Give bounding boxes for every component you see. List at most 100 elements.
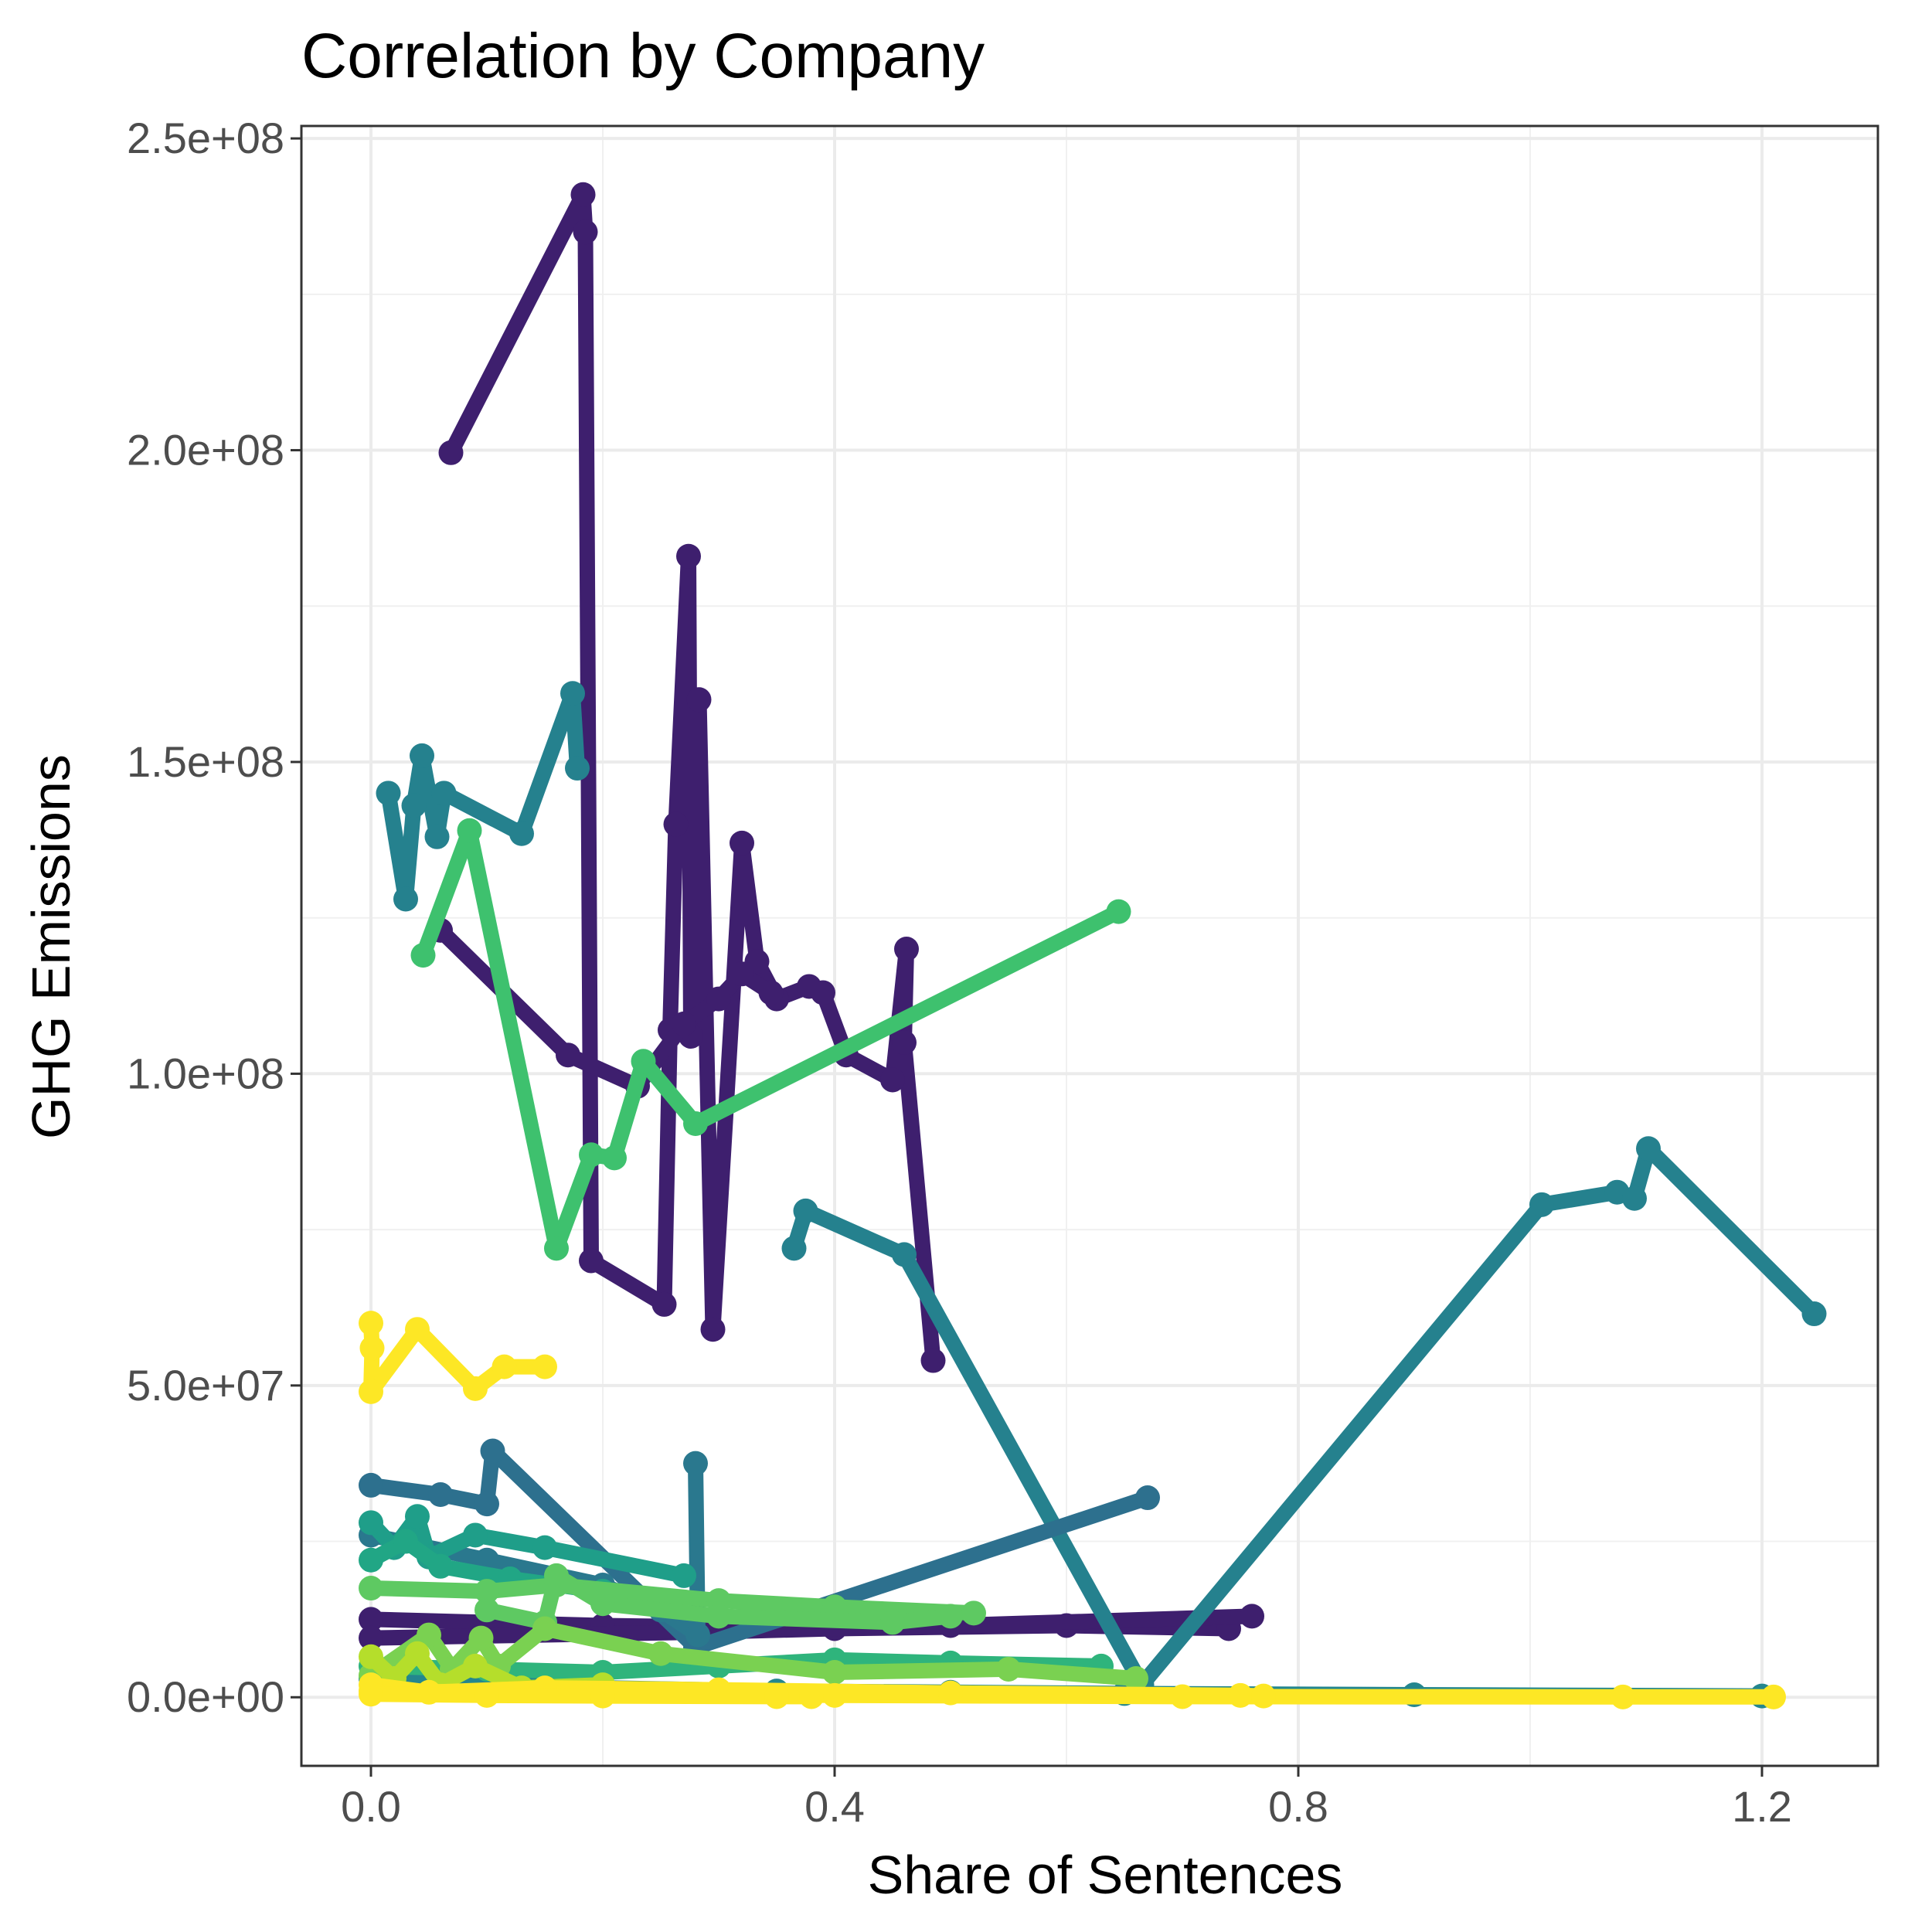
data-point	[730, 961, 754, 987]
data-point	[1240, 1604, 1264, 1629]
data-point	[1622, 1185, 1647, 1211]
data-point	[570, 182, 596, 207]
data-point	[892, 1030, 917, 1056]
series-line	[416, 822, 1122, 1257]
data-point	[880, 1067, 905, 1093]
data-point	[1251, 1683, 1276, 1709]
data-point	[1135, 1485, 1160, 1511]
series-line	[363, 1321, 545, 1400]
data-point	[781, 1236, 807, 1261]
data-point	[920, 1348, 946, 1373]
data-point	[730, 830, 754, 855]
data-point	[405, 1317, 430, 1342]
data-point	[700, 1317, 726, 1342]
data-point	[685, 1622, 710, 1648]
data-point	[359, 1510, 383, 1536]
data-point	[532, 1354, 557, 1379]
data-point	[474, 1682, 499, 1708]
series-21	[359, 1682, 824, 1709]
data-point	[565, 756, 590, 781]
data-point	[961, 1600, 986, 1626]
y-tick-label: 2.0e+08	[127, 426, 284, 474]
data-point	[663, 811, 689, 837]
data-point	[463, 1522, 488, 1548]
x-tick-label: 0.4	[804, 1782, 865, 1831]
data-point	[474, 1597, 499, 1623]
data-point	[579, 1142, 604, 1168]
series-line	[370, 1577, 975, 1621]
data-point	[359, 1607, 383, 1632]
data-point	[474, 1492, 499, 1517]
data-point	[359, 1644, 383, 1669]
data-point	[544, 1563, 569, 1588]
data-point	[573, 219, 598, 245]
x-tick-label: 0.0	[341, 1782, 401, 1831]
data-point	[683, 1111, 708, 1136]
data-point	[1124, 1666, 1148, 1692]
data-point	[560, 681, 585, 706]
data-point	[556, 1043, 580, 1068]
x-tick-label: 1.2	[1732, 1782, 1792, 1831]
data-point	[1636, 1136, 1661, 1162]
data-point	[799, 1684, 824, 1709]
series-5	[376, 681, 590, 912]
data-point	[359, 1682, 383, 1707]
data-point	[359, 1576, 383, 1601]
data-point	[359, 1472, 383, 1498]
data-point	[457, 818, 482, 843]
data-point	[376, 781, 401, 806]
data-point	[438, 440, 464, 465]
data-point	[480, 1438, 505, 1464]
data-point	[1106, 899, 1131, 924]
data-point	[424, 824, 450, 849]
data-point	[996, 1656, 1021, 1682]
series-18	[359, 1311, 557, 1404]
data-point	[492, 1354, 517, 1379]
data-point	[938, 1604, 963, 1629]
chart-title: Correlation by Company	[301, 21, 985, 91]
data-point	[672, 1563, 696, 1588]
x-tick-label: 0.8	[1268, 1782, 1328, 1831]
data-point	[431, 781, 457, 806]
data-point	[811, 980, 835, 1005]
y-tick-label: 0.0e+00	[127, 1672, 284, 1721]
y-tick-label: 1.5e+08	[127, 737, 284, 786]
data-point	[579, 1248, 604, 1274]
data-point	[793, 1198, 818, 1223]
plot-panel-border	[300, 124, 1879, 1767]
data-point	[468, 1625, 494, 1651]
data-point	[1801, 1301, 1827, 1327]
data-point	[410, 743, 434, 768]
data-point	[651, 1291, 677, 1317]
data-point	[1611, 1684, 1635, 1709]
data-point	[706, 986, 731, 1012]
data-point	[1529, 1192, 1554, 1217]
series-13	[410, 818, 1131, 1261]
data-point	[405, 1504, 430, 1529]
y-tick-label: 5.0e+07	[127, 1361, 284, 1410]
data-point	[474, 1579, 499, 1604]
y-tick-label: 2.5e+08	[127, 114, 284, 162]
data-point	[631, 1049, 656, 1074]
x-axis: 0.0 0.4 0.8 1.2	[341, 1766, 1792, 1831]
data-point	[405, 1641, 430, 1666]
series-line	[366, 1621, 1137, 1686]
data-point	[401, 793, 427, 818]
data-point	[590, 1683, 615, 1709]
y-axis-title: GHG Emissions	[21, 754, 81, 1139]
data-point	[822, 1659, 847, 1685]
data-point	[1761, 1684, 1786, 1709]
data-point	[428, 1482, 453, 1508]
data-point	[938, 1680, 963, 1706]
data-point	[509, 821, 534, 846]
data-point	[648, 1641, 673, 1666]
data-point	[686, 687, 712, 713]
y-axis: 0.0e+00 5.0e+07 1.0e+08 1.5e+08 2.0e+08 2.5e+…	[127, 114, 301, 1721]
data-point	[393, 886, 418, 912]
series-6	[781, 1136, 1827, 1698]
data-point	[532, 1535, 557, 1560]
series-line	[444, 186, 941, 1362]
data-point	[359, 1335, 385, 1361]
data-point	[590, 1591, 615, 1617]
